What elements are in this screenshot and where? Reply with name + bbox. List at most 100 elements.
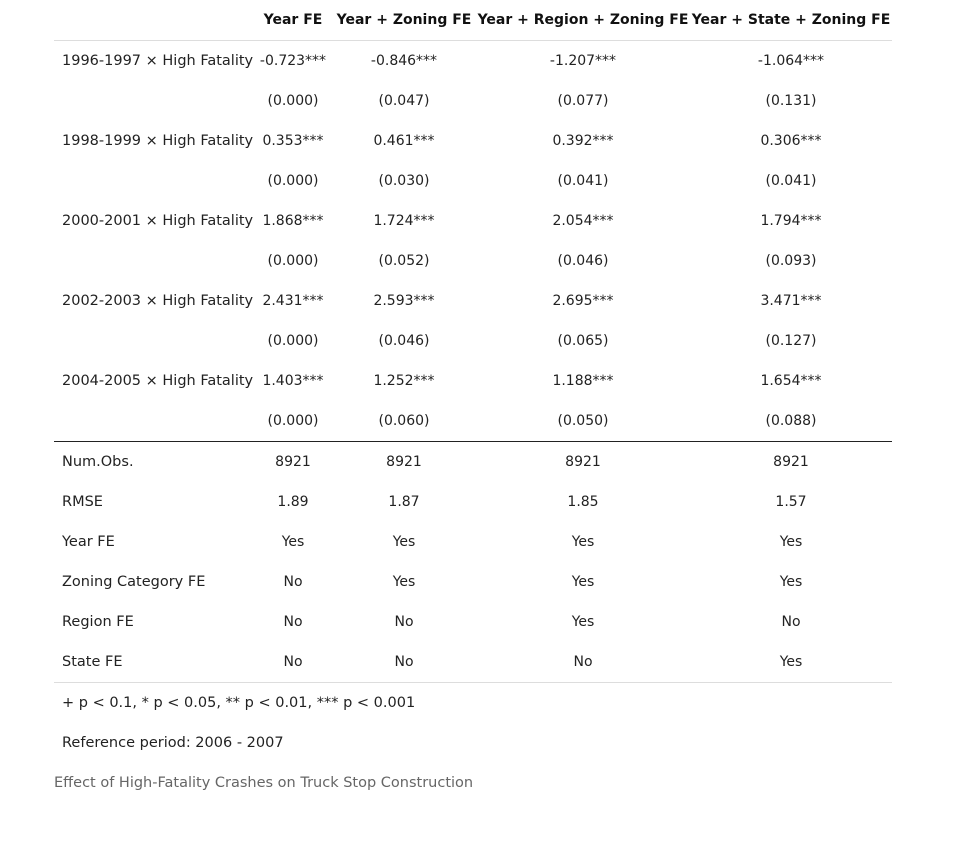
row-label: RMSE xyxy=(62,494,103,510)
coef-cell: 1.654*** xyxy=(760,373,822,389)
row-label: 2004-2005 × High Fatality xyxy=(62,373,254,389)
stat-cell: Yes xyxy=(571,534,595,550)
se-cell: (0.000) xyxy=(267,413,319,429)
coef-cell: 0.306*** xyxy=(760,133,822,149)
coef-row: 1996-1997 × High Fatality -0.723*** -0.8… xyxy=(54,41,892,82)
stat-cell: 1.57 xyxy=(775,494,807,510)
coef-cell: 2.593*** xyxy=(373,293,435,309)
stat-row-year-fe: Year FE Yes Yes Yes Yes xyxy=(54,522,892,562)
coef-cell: 0.461*** xyxy=(373,133,435,149)
se-cell: (0.077) xyxy=(557,93,609,109)
coef-cell: 1.794*** xyxy=(760,213,822,229)
stat-row-num-obs: Num.Obs. 8921 8921 8921 8921 xyxy=(54,441,892,482)
se-cell: (0.052) xyxy=(378,253,430,269)
stat-cell: 1.89 xyxy=(277,494,309,510)
se-cell: (0.088) xyxy=(765,413,817,429)
row-label: 2000-2001 × High Fatality xyxy=(62,213,254,229)
se-row: (0.000) (0.052) (0.046) (0.093) xyxy=(54,241,892,281)
se-cell: (0.041) xyxy=(765,173,817,189)
row-label: Num.Obs. xyxy=(54,441,254,482)
coef-row: 1998-1999 × High Fatality 0.353*** 0.461… xyxy=(54,121,892,161)
coef-cell: -0.723*** xyxy=(259,53,327,69)
row-label-empty xyxy=(54,81,254,121)
se-cell: (0.131) xyxy=(765,93,817,109)
stat-cell: Yes xyxy=(392,534,416,550)
stat-cell: No xyxy=(781,614,801,630)
stat-cell: 1.87 xyxy=(388,494,420,510)
coef-cell: -1.207*** xyxy=(549,53,617,69)
header-cell: Year + State + Zoning FE xyxy=(690,0,892,41)
stat-row-zoning-fe: Zoning Category FE No Yes Yes Yes xyxy=(54,562,892,602)
coef-cell: 2.695*** xyxy=(552,293,614,309)
stat-row-rmse: RMSE 1.89 1.87 1.85 1.57 xyxy=(54,482,892,522)
regression-table: Year FE Year + Zoning FE Year + Region +… xyxy=(54,0,892,763)
stat-cell: No xyxy=(283,614,303,630)
stat-cell: 1.85 xyxy=(567,494,599,510)
stat-cell: No xyxy=(394,614,414,630)
header-row: Year FE Year + Zoning FE Year + Region +… xyxy=(54,0,892,41)
stat-cell: No xyxy=(283,574,303,590)
coef-cell: -1.064*** xyxy=(757,53,825,69)
stat-row-state-fe: State FE No No No Yes xyxy=(54,642,892,683)
significance-note: + p < 0.1, * p < 0.05, ** p < 0.01, *** … xyxy=(62,695,416,711)
stat-cell: Yes xyxy=(779,534,803,550)
row-label: 1996-1997 × High Fatality xyxy=(62,53,254,69)
coef-cell: 1.724*** xyxy=(373,213,435,229)
stat-cell: Yes xyxy=(571,614,595,630)
row-label-empty xyxy=(54,161,254,201)
se-cell: (0.041) xyxy=(557,173,609,189)
row-label-empty xyxy=(54,401,254,442)
stat-cell: 8921 xyxy=(332,441,476,482)
coef-cell: 1.868*** xyxy=(262,213,324,229)
se-cell: (0.127) xyxy=(765,333,817,349)
se-cell: (0.093) xyxy=(765,253,817,269)
se-cell: (0.000) xyxy=(267,93,319,109)
stat-cell: No xyxy=(332,642,476,683)
se-cell: (0.030) xyxy=(378,173,430,189)
se-cell: (0.047) xyxy=(378,93,430,109)
stat-cell: Yes xyxy=(281,534,305,550)
stat-cell: Yes xyxy=(690,642,892,683)
coef-cell: -0.846*** xyxy=(370,53,438,69)
stat-row-region-fe: Region FE No No Yes No xyxy=(54,602,892,642)
se-row: (0.000) (0.030) (0.041) (0.041) xyxy=(54,161,892,201)
stat-cell: 8921 xyxy=(254,441,332,482)
stat-cell: 8921 xyxy=(476,441,690,482)
header-cell: Year + Region + Zoning FE xyxy=(476,0,690,41)
reference-period-note: Reference period: 2006 - 2007 xyxy=(62,735,284,751)
coef-cell: 0.353*** xyxy=(262,133,324,149)
stat-cell: No xyxy=(476,642,690,683)
se-cell: (0.060) xyxy=(378,413,430,429)
coef-cell: 3.471*** xyxy=(760,293,822,309)
se-cell: (0.000) xyxy=(267,173,319,189)
stat-cell: Yes xyxy=(779,574,803,590)
coef-cell: 2.054*** xyxy=(552,213,614,229)
table-caption: Effect of High-Fatality Crashes on Truck… xyxy=(54,775,474,791)
row-label: Zoning Category FE xyxy=(62,574,206,590)
coef-cell: 1.188*** xyxy=(552,373,614,389)
se-cell: (0.065) xyxy=(557,333,609,349)
coef-cell: 1.252*** xyxy=(373,373,435,389)
se-row: (0.000) (0.060) (0.050) (0.088) xyxy=(54,401,892,442)
footnote-row: Reference period: 2006 - 2007 xyxy=(54,723,892,763)
row-label: State FE xyxy=(54,642,254,683)
row-label: Region FE xyxy=(62,614,134,630)
row-label-empty xyxy=(54,241,254,281)
stat-cell: Yes xyxy=(571,574,595,590)
se-cell: (0.000) xyxy=(267,253,319,269)
header-cell: Year + Zoning FE xyxy=(332,0,476,41)
stat-cell: 8921 xyxy=(690,441,892,482)
regression-table-container: Year FE Year + Zoning FE Year + Region +… xyxy=(54,0,892,803)
coef-row: 2000-2001 × High Fatality 1.868*** 1.724… xyxy=(54,201,892,241)
se-cell: (0.046) xyxy=(557,253,609,269)
header-cell xyxy=(54,0,254,41)
header-cell: Year FE xyxy=(254,0,332,41)
footnote-row: + p < 0.1, * p < 0.05, ** p < 0.01, *** … xyxy=(54,683,892,724)
se-row: (0.000) (0.046) (0.065) (0.127) xyxy=(54,321,892,361)
se-cell: (0.050) xyxy=(557,413,609,429)
stat-cell: No xyxy=(254,642,332,683)
row-label: Year FE xyxy=(62,534,115,550)
row-label: 1998-1999 × High Fatality xyxy=(62,133,254,149)
coef-cell: 2.431*** xyxy=(262,293,324,309)
se-row: (0.000) (0.047) (0.077) (0.131) xyxy=(54,81,892,121)
